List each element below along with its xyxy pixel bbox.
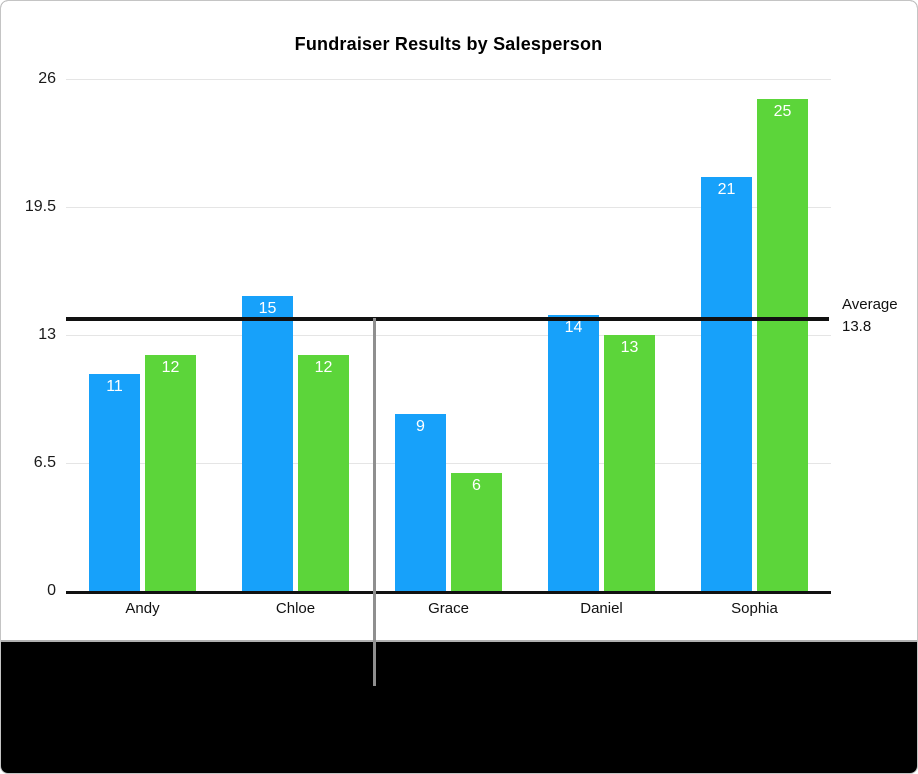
gridline	[66, 207, 831, 208]
average-line	[66, 317, 829, 322]
bar-series-1-chloe: 15	[242, 295, 293, 591]
bar-series-2-grace: 6	[451, 472, 502, 591]
average-line-label: Average 13.8	[842, 294, 912, 338]
bar-value-label: 21	[717, 181, 736, 199]
plot-area: 11 12 15 12 9 6 14 13 21 25	[66, 79, 831, 594]
bar-value-label: 12	[161, 358, 180, 376]
bar-value-label: 9	[416, 417, 425, 435]
bar-series-1-grace: 9	[395, 413, 446, 591]
y-tick-label: 26	[38, 70, 56, 87]
callout-pointer-line	[373, 318, 376, 686]
bar-series-2-chloe: 12	[298, 354, 349, 591]
x-category-label: Chloe	[275, 600, 316, 617]
bar-series-2-andy: 12	[145, 354, 196, 591]
bar-series-1-daniel: 14	[548, 315, 599, 591]
gridline	[66, 463, 831, 464]
chart-card: Fundraiser Results by Salesperson 11 12 15…	[1, 1, 917, 642]
x-category-label: Grace	[428, 600, 469, 617]
bar-series-2-daniel: 13	[604, 335, 655, 591]
average-label-text: Average	[842, 296, 898, 313]
bar-value-label: 13	[620, 339, 639, 356]
bar-series-2-sophia: 25	[757, 98, 808, 591]
x-category-label: Sophia	[731, 600, 778, 617]
y-tick-label: 13	[38, 326, 56, 343]
bar-value-label: 14	[564, 319, 583, 337]
bar-value-label: 11	[106, 378, 123, 396]
bar-value-label: 25	[773, 102, 792, 120]
average-value-text: 13.8	[842, 318, 872, 335]
y-tick-label: 0	[47, 582, 56, 599]
y-tick-label: 6.5	[33, 454, 56, 471]
bar-value-label: 15	[258, 299, 277, 317]
x-category-label: Andy	[125, 600, 160, 617]
bar-value-label: 12	[314, 358, 333, 376]
bar-series-1-sophia: 21	[701, 177, 752, 591]
gridline	[66, 335, 831, 336]
bar-series-1-andy: 11	[89, 374, 140, 591]
bar-value-label: 6	[472, 476, 481, 494]
x-category-label: Daniel	[580, 600, 623, 617]
y-tick-label: 19.5	[24, 198, 56, 215]
chart-title: Fundraiser Results by Salesperson	[294, 34, 603, 54]
gridline	[66, 79, 831, 80]
